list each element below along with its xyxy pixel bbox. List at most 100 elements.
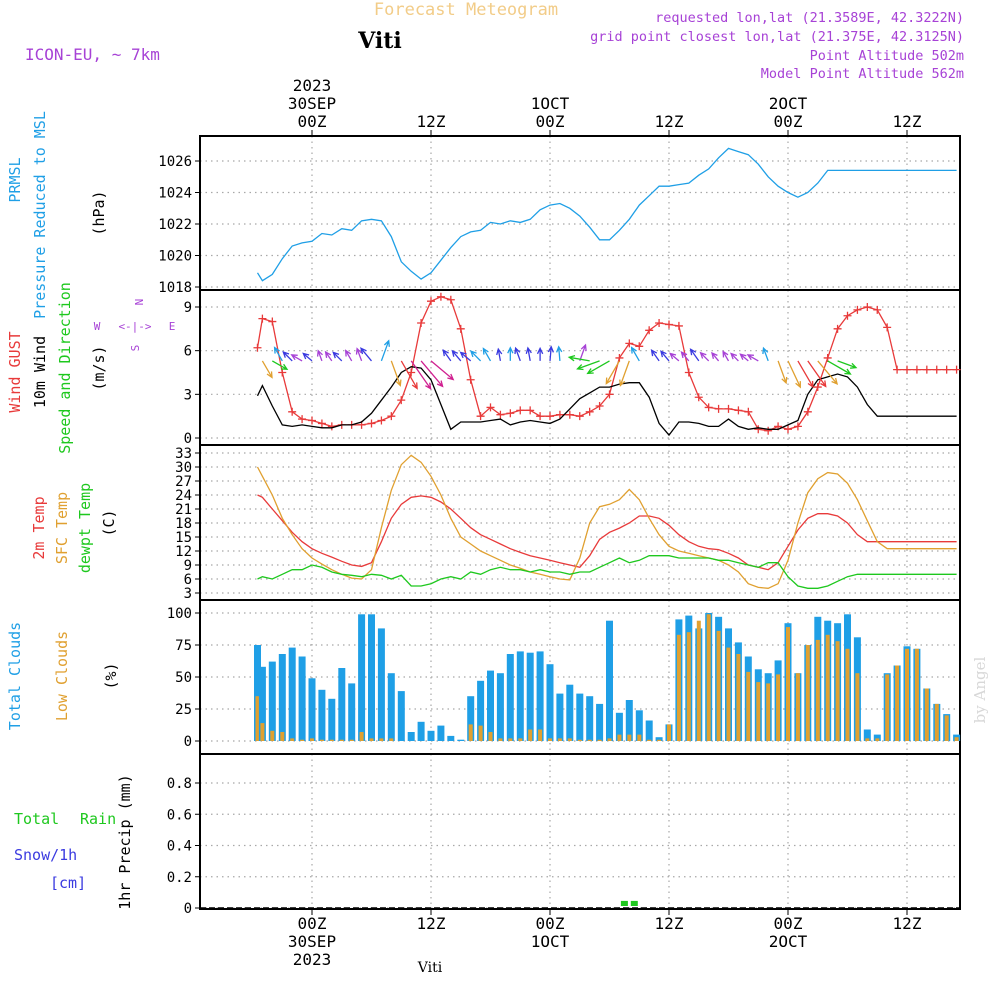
total-clouds-bar xyxy=(268,661,276,741)
bottom-time-label: 2OCT xyxy=(769,932,808,951)
wind-arrow xyxy=(469,350,482,362)
low-clouds-bar xyxy=(329,739,334,741)
temp-unit-label: (C) xyxy=(100,509,118,536)
gust-point xyxy=(784,425,792,434)
wind-arrow xyxy=(650,348,660,362)
low-clouds-bar xyxy=(815,639,820,741)
ytick-label: 30 xyxy=(175,460,192,476)
gust-point xyxy=(615,353,624,362)
panel-1: 1018 1020 1022 1024 1026 xyxy=(158,135,961,296)
gust-point xyxy=(645,326,654,335)
wind-arrow xyxy=(525,346,532,362)
total-clouds-bar xyxy=(615,712,623,741)
wind-arrow xyxy=(730,352,739,362)
wind-arrow xyxy=(400,360,418,390)
gust-point xyxy=(496,410,505,419)
bottom-time-label: 12Z xyxy=(417,914,446,933)
ytick-label: 1018 xyxy=(158,280,192,296)
low-clouds-bar xyxy=(776,674,781,741)
temp2m-label: 2m Temp xyxy=(30,496,48,559)
gust-point xyxy=(546,412,554,421)
gust-point xyxy=(288,407,297,416)
low-clouds-bar xyxy=(865,738,870,741)
precip-rain-label: Rain xyxy=(80,810,116,828)
wind-arrow xyxy=(332,351,343,362)
low-clouds-bar xyxy=(518,738,523,741)
wind-arrow xyxy=(482,347,492,362)
gust-point xyxy=(684,368,693,377)
low-clouds-bar xyxy=(538,729,543,741)
wind-arrow xyxy=(669,352,680,362)
low-clouds-bar xyxy=(944,715,949,741)
wind-arrow xyxy=(586,360,610,375)
bottom-time-label: 12Z xyxy=(893,914,922,933)
low-clouds-bar xyxy=(954,737,959,741)
ytick-label: 3 xyxy=(184,586,192,602)
wind10m-label: 10m Wind xyxy=(31,336,49,408)
total-clouds-bar xyxy=(625,700,633,741)
panel-frame xyxy=(199,135,961,291)
low-clouds-bar xyxy=(756,682,761,741)
top-time-label: 2OCT xyxy=(769,94,808,113)
wind-arrow xyxy=(271,360,289,371)
total-clouds-bar xyxy=(447,735,455,741)
total-clouds-bar xyxy=(536,651,544,741)
gust-point xyxy=(694,393,703,402)
low-clouds-bar xyxy=(835,641,840,741)
ytick-label: 0 xyxy=(184,901,192,917)
model-altitude: Model Point Altitude 562m xyxy=(761,66,964,82)
total-clouds-bar xyxy=(487,670,494,741)
total-clouds-bar xyxy=(477,680,485,741)
low-clouds-bar xyxy=(587,739,592,741)
low-clouds-bar xyxy=(255,696,260,741)
ytick-label: 18 xyxy=(175,516,192,532)
wind-arrow xyxy=(302,352,313,362)
low-clouds-bar xyxy=(508,738,513,741)
gust-point xyxy=(446,295,455,304)
low-clouds-bar xyxy=(667,724,671,741)
low-clouds-bar xyxy=(280,732,285,741)
gust-point xyxy=(427,297,435,306)
ytick-label: 21 xyxy=(175,502,192,518)
wind-arrow xyxy=(536,346,544,361)
total-clouds-bar xyxy=(278,654,286,741)
prmsl-line xyxy=(256,147,957,282)
wind-arrow xyxy=(282,350,293,362)
ytick-label: 33 xyxy=(175,446,192,462)
low-clouds-bar xyxy=(934,703,939,741)
wind-arrow xyxy=(290,354,303,362)
gust-point xyxy=(258,314,267,323)
low-clouds-bar xyxy=(825,634,830,741)
low-clouds-bar xyxy=(706,614,711,741)
wind-arrow xyxy=(451,349,462,362)
bottom-time-label: 00Z xyxy=(536,914,565,933)
gust-point xyxy=(655,319,664,328)
prmsl-label: PRMSL xyxy=(6,157,24,202)
temp2m-line xyxy=(257,494,957,571)
wind-unit-label: (m/s) xyxy=(90,345,108,390)
low-clouds-bar xyxy=(260,723,265,741)
total-clouds-bar xyxy=(397,691,405,741)
low-clouds-bar xyxy=(310,738,314,741)
low-clouds-bar xyxy=(557,738,562,741)
wind-arrow xyxy=(739,353,749,362)
low-clouds-bar xyxy=(795,673,800,741)
gust-point xyxy=(813,383,822,392)
total-clouds-bar xyxy=(407,732,415,741)
low-clouds-bar xyxy=(468,724,473,741)
precip-bar xyxy=(620,900,628,906)
wind-arrow xyxy=(827,360,852,375)
total-clouds-bar xyxy=(338,668,346,741)
low-clouds-bar xyxy=(766,683,771,741)
gust-point xyxy=(595,401,604,410)
gust-point xyxy=(417,319,426,328)
total-clouds-bar xyxy=(348,683,356,741)
low-clouds-bar xyxy=(805,645,810,741)
low-clouds-bar xyxy=(478,725,483,741)
wind-arrow xyxy=(777,360,788,385)
total-clouds-bar xyxy=(516,651,524,741)
wind-arrow xyxy=(722,350,730,362)
